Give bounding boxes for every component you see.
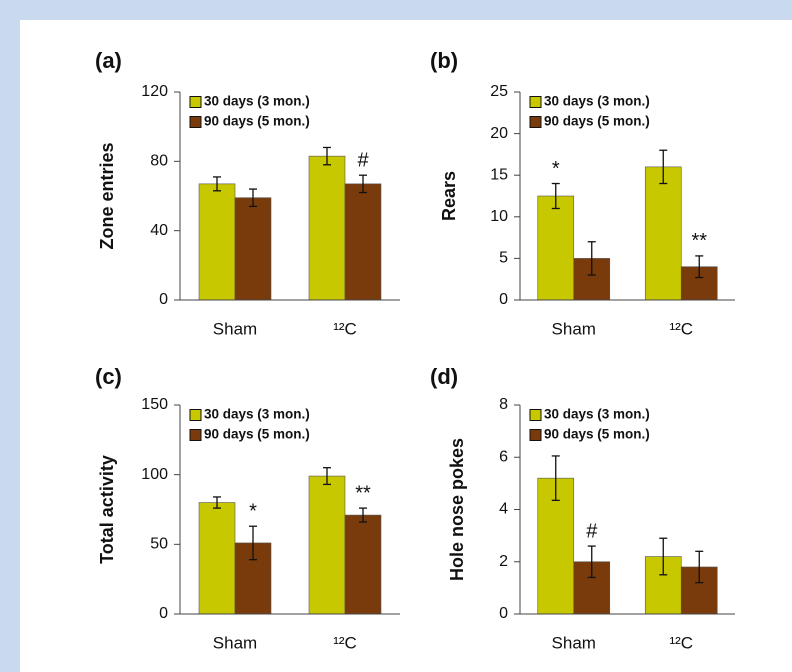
error-bar bbox=[213, 176, 221, 192]
annotation: # bbox=[357, 149, 369, 171]
y-tick-label: 0 bbox=[159, 605, 168, 622]
y-tick-label: 0 bbox=[159, 291, 168, 308]
panel-title: (d) bbox=[430, 364, 458, 389]
y-tick-label: 20 bbox=[490, 125, 508, 142]
panel-title: (a) bbox=[95, 48, 122, 73]
x-tick-label: ¹²C bbox=[333, 633, 357, 652]
legend-label: 30 days (3 mon.) bbox=[544, 94, 650, 109]
error-bar bbox=[249, 188, 257, 208]
error-bar bbox=[587, 241, 596, 276]
y-tick-label: 25 bbox=[490, 83, 508, 100]
error-bar bbox=[551, 182, 560, 210]
y-tick-label: 100 bbox=[141, 466, 168, 483]
y-tick-label: 2 bbox=[499, 553, 508, 570]
legend-label: 90 days (5 mon.) bbox=[544, 427, 650, 442]
y-tick-label: 50 bbox=[150, 536, 168, 553]
annotation: * bbox=[552, 158, 560, 180]
y-tick-label: 0 bbox=[499, 291, 508, 308]
y-tick-label: 120 bbox=[141, 83, 168, 100]
legend-swatch bbox=[189, 429, 202, 441]
legend-swatch bbox=[189, 96, 202, 108]
y-tick-label: 10 bbox=[490, 208, 508, 225]
legend-label: 90 days (5 mon.) bbox=[204, 427, 310, 442]
error-bar bbox=[659, 537, 668, 576]
x-tick-label: ¹²C bbox=[333, 319, 357, 338]
error-bar bbox=[659, 149, 668, 185]
annotation: ** bbox=[691, 230, 707, 252]
legend-swatch bbox=[529, 116, 542, 128]
legend-swatch bbox=[529, 429, 542, 441]
error-bar bbox=[587, 545, 596, 579]
y-axis-label: Rears bbox=[439, 171, 459, 221]
annotation: * bbox=[249, 501, 257, 523]
x-tick-label: Sham bbox=[552, 633, 596, 652]
y-tick-label: 0 bbox=[499, 605, 508, 622]
bar bbox=[344, 183, 382, 301]
error-bar bbox=[359, 507, 367, 523]
legend-label: 90 days (5 mon.) bbox=[544, 114, 650, 129]
bar bbox=[198, 183, 236, 301]
y-tick-label: 15 bbox=[490, 166, 508, 183]
y-axis-label: Total activity bbox=[97, 455, 117, 564]
annotation: ** bbox=[355, 482, 371, 504]
x-tick-label: Sham bbox=[552, 319, 596, 338]
x-tick-label: Sham bbox=[213, 633, 257, 652]
error-bar bbox=[323, 146, 331, 166]
x-tick-label: ¹²C bbox=[669, 633, 693, 652]
bar bbox=[234, 197, 272, 301]
legend-swatch bbox=[529, 96, 542, 108]
error-bar bbox=[213, 496, 221, 509]
bar bbox=[308, 475, 346, 615]
error-bar bbox=[551, 455, 560, 502]
y-tick-label: 150 bbox=[141, 396, 168, 413]
bar bbox=[344, 514, 382, 615]
y-tick-label: 80 bbox=[150, 153, 168, 170]
legend-label: 30 days (3 mon.) bbox=[544, 407, 650, 422]
bar bbox=[644, 166, 682, 301]
error-bar bbox=[323, 467, 331, 486]
error-bar bbox=[695, 550, 704, 584]
annotation: # bbox=[586, 520, 598, 542]
legend-swatch bbox=[529, 409, 542, 421]
error-bar bbox=[695, 255, 704, 279]
x-tick-label: ¹²C bbox=[669, 319, 693, 338]
bar bbox=[308, 155, 346, 301]
legend-swatch bbox=[189, 409, 202, 421]
panel-title: (b) bbox=[430, 48, 458, 73]
legend-label: 90 days (5 mon.) bbox=[204, 114, 310, 129]
x-tick-label: Sham bbox=[213, 319, 257, 338]
y-tick-label: 6 bbox=[499, 448, 508, 465]
y-tick-label: 4 bbox=[499, 501, 508, 518]
y-axis-label: Zone entries bbox=[97, 142, 117, 249]
error-bar bbox=[359, 174, 367, 194]
legend-label: 30 days (3 mon.) bbox=[204, 94, 310, 109]
panel-title: (c) bbox=[95, 364, 122, 389]
y-tick-label: 40 bbox=[150, 222, 168, 239]
legend-swatch bbox=[189, 116, 202, 128]
y-tick-label: 8 bbox=[499, 396, 508, 413]
y-tick-label: 5 bbox=[499, 250, 508, 267]
legend-label: 30 days (3 mon.) bbox=[204, 407, 310, 422]
error-bar bbox=[249, 525, 257, 561]
bar bbox=[537, 195, 575, 301]
bar bbox=[198, 502, 236, 615]
y-axis-label: Hole nose pokes bbox=[447, 438, 467, 581]
